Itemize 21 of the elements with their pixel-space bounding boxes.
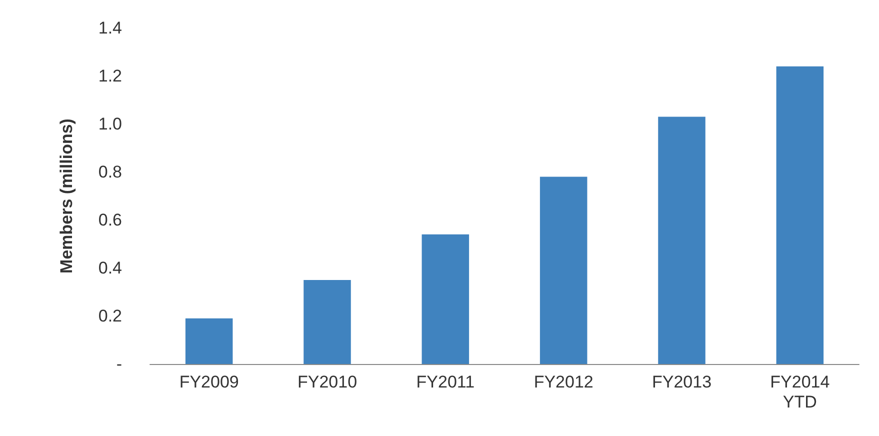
- bar: [776, 66, 824, 364]
- y-tick-label: 0.8: [98, 162, 122, 182]
- bar: [304, 280, 351, 364]
- bar: [658, 116, 706, 364]
- bar: [540, 176, 588, 364]
- x-tick-label: FY2014 YTD: [770, 372, 830, 412]
- y-tick-label: 0.4: [98, 258, 122, 278]
- x-tick-label: FY2012: [534, 372, 594, 392]
- y-tick-label: 1.0: [98, 114, 122, 134]
- bar: [185, 318, 233, 364]
- x-tick-label: FY2011: [416, 372, 475, 392]
- x-tick-label: FY2010: [297, 372, 358, 392]
- y-tick-label: 1.4: [98, 18, 122, 38]
- y-tick-label: -: [116, 354, 122, 374]
- y-axis-title: Members (millions): [57, 118, 76, 274]
- x-tick-label: FY2009: [179, 372, 239, 392]
- x-tick-label: FY2013: [652, 372, 712, 392]
- bar: [422, 234, 470, 364]
- y-tick-label: 1.2: [98, 66, 122, 86]
- y-tick-label: 0.2: [98, 306, 122, 326]
- y-tick-label: 0.6: [98, 210, 122, 230]
